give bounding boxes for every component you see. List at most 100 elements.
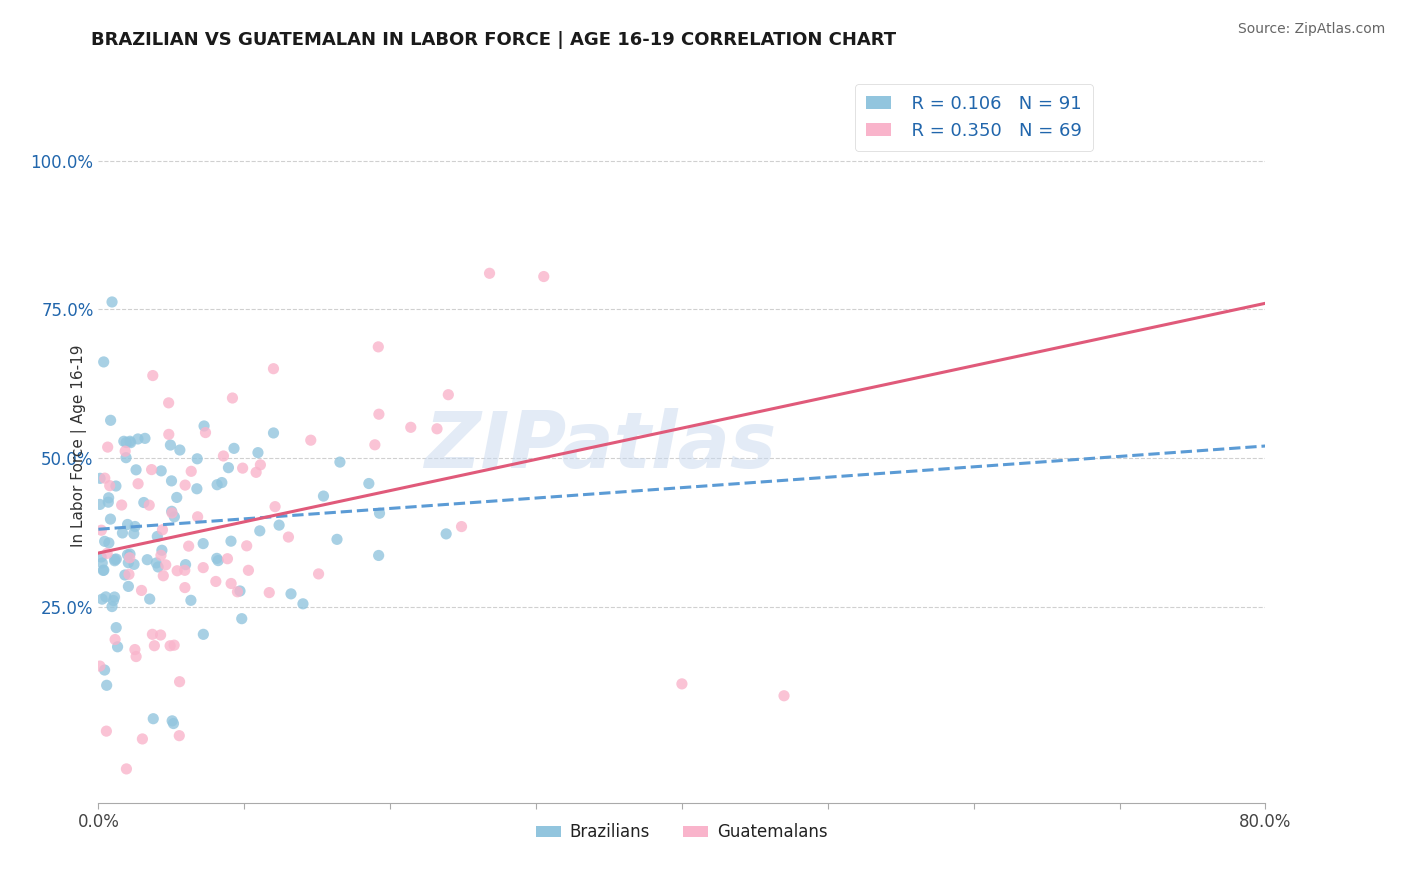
Point xyxy=(111,525,134,540)
Point xyxy=(117,556,139,570)
Point xyxy=(96,678,118,692)
Point xyxy=(114,568,136,582)
Point xyxy=(157,427,180,442)
Point xyxy=(90,549,112,564)
Point xyxy=(169,674,191,689)
Point xyxy=(157,396,180,410)
Point xyxy=(97,491,120,505)
Point xyxy=(437,387,460,401)
Point xyxy=(104,554,127,568)
Point xyxy=(138,592,160,607)
Point xyxy=(124,519,146,533)
Point xyxy=(232,461,254,475)
Point xyxy=(478,266,501,280)
Point xyxy=(125,649,148,664)
Point xyxy=(180,593,202,607)
Point xyxy=(150,464,173,478)
Point xyxy=(100,413,122,427)
Point xyxy=(149,628,172,642)
Point xyxy=(160,474,183,488)
Point xyxy=(193,560,215,574)
Point xyxy=(450,519,472,533)
Point xyxy=(101,599,124,614)
Point xyxy=(174,558,197,572)
Point xyxy=(434,527,457,541)
Point xyxy=(118,434,141,449)
Point xyxy=(177,539,200,553)
Point xyxy=(211,475,233,490)
Point xyxy=(174,478,197,492)
Point xyxy=(90,523,112,537)
Point xyxy=(97,495,120,509)
Point xyxy=(100,512,122,526)
Point xyxy=(257,585,280,599)
Point xyxy=(194,425,217,440)
Point xyxy=(193,536,215,550)
Point xyxy=(150,543,173,558)
Point xyxy=(97,536,120,550)
Point xyxy=(112,434,135,449)
Point xyxy=(166,564,188,578)
Point xyxy=(226,584,249,599)
Point xyxy=(312,489,335,503)
Point xyxy=(117,548,139,562)
Point xyxy=(249,458,271,472)
Point xyxy=(149,549,172,563)
Text: Source: ZipAtlas.com: Source: ZipAtlas.com xyxy=(1237,22,1385,37)
Point xyxy=(246,445,269,459)
Point xyxy=(174,581,197,595)
Point xyxy=(533,269,555,284)
Point xyxy=(143,639,166,653)
Point xyxy=(291,597,314,611)
Point xyxy=(173,563,195,577)
Point xyxy=(118,547,141,561)
Point xyxy=(162,716,184,731)
Point xyxy=(245,466,267,480)
Point xyxy=(329,455,352,469)
Point xyxy=(103,590,125,604)
Point xyxy=(114,444,136,458)
Point xyxy=(117,579,139,593)
Point xyxy=(124,642,146,657)
Point xyxy=(163,638,186,652)
Text: BRAZILIAN VS GUATEMALAN IN LABOR FORCE | AGE 16-19 CORRELATION CHART: BRAZILIAN VS GUATEMALAN IN LABOR FORCE |… xyxy=(91,31,897,49)
Point xyxy=(111,498,134,512)
Point xyxy=(367,407,389,421)
Point xyxy=(97,440,120,454)
Point xyxy=(426,422,449,436)
Point xyxy=(89,659,111,673)
Point xyxy=(160,506,183,520)
Point xyxy=(127,476,149,491)
Point xyxy=(89,497,111,511)
Point xyxy=(671,677,693,691)
Point xyxy=(169,729,191,743)
Point xyxy=(180,464,202,478)
Point xyxy=(94,471,117,485)
Point xyxy=(357,476,380,491)
Point xyxy=(155,558,177,572)
Point xyxy=(205,551,228,566)
Point xyxy=(120,435,142,450)
Point xyxy=(264,500,287,514)
Point xyxy=(277,530,299,544)
Point xyxy=(91,556,114,570)
Text: ZIPatlas: ZIPatlas xyxy=(425,408,776,484)
Point xyxy=(186,451,208,466)
Point xyxy=(93,563,115,577)
Point xyxy=(159,639,181,653)
Point xyxy=(93,355,115,369)
Point xyxy=(115,762,138,776)
Point xyxy=(103,593,125,607)
Point xyxy=(217,551,239,566)
Point xyxy=(229,584,252,599)
Point xyxy=(132,495,155,509)
Point xyxy=(98,478,121,492)
Point xyxy=(207,553,229,567)
Point xyxy=(101,295,124,310)
Point xyxy=(104,552,127,566)
Point xyxy=(187,509,209,524)
Point xyxy=(131,731,153,746)
Point xyxy=(205,574,228,589)
Point xyxy=(136,552,159,566)
Point xyxy=(141,462,163,476)
